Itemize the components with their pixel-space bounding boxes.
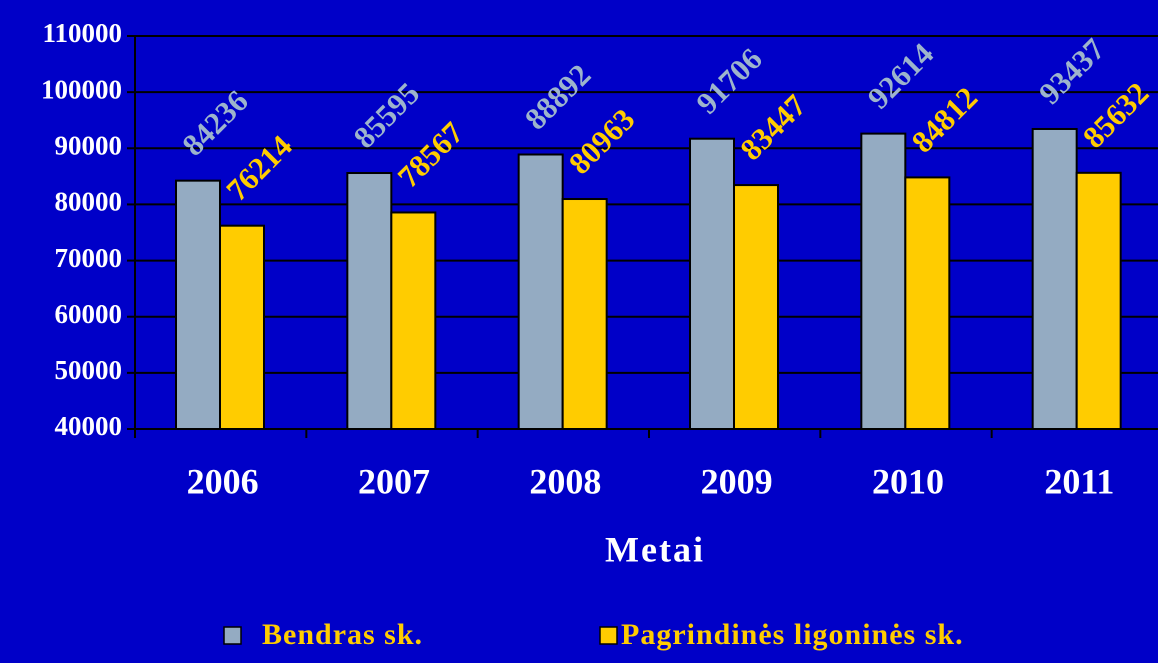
data-label: 93437 [1032, 31, 1112, 111]
bar [860, 132, 907, 430]
bar [517, 153, 564, 430]
x-tick-label: 2007 [358, 461, 430, 501]
data-label: 76214 [219, 128, 299, 208]
data-label: 92614 [861, 36, 941, 116]
legend-label: Bendras sk. [262, 618, 423, 651]
data-label: 84236 [175, 83, 255, 163]
data-label: 80963 [562, 101, 642, 181]
data-label: 85595 [347, 75, 427, 155]
data-label: 78567 [391, 115, 471, 195]
y-tick-label: 110000 [42, 18, 122, 48]
x-tick-label: 2009 [701, 461, 773, 501]
y-tick-label: 50000 [55, 355, 123, 385]
y-tick-label: 60000 [55, 299, 123, 329]
data-label: 91706 [689, 41, 769, 121]
bar [561, 198, 608, 430]
bar [904, 176, 951, 430]
bar [346, 172, 393, 430]
y-tick-label: 70000 [55, 243, 123, 273]
bar [175, 179, 221, 430]
bar [689, 137, 735, 431]
bar [733, 184, 779, 430]
legend-swatch [223, 626, 242, 645]
legend-swatch [599, 626, 618, 645]
y-tick-label: 90000 [55, 130, 123, 160]
x-tick-label: 2011 [1044, 461, 1114, 501]
y-tick-label: 80000 [55, 187, 123, 217]
x-tick-label: 2010 [872, 461, 944, 501]
x-tick-label: 2006 [187, 461, 259, 501]
x-axis-title: Metai [605, 529, 705, 569]
y-tick-label: 40000 [55, 411, 123, 441]
y-tick-label: 100000 [41, 74, 122, 104]
data-label: 83447 [733, 88, 813, 168]
legend-label: Pagrindinės ligoninės sk. [621, 618, 964, 651]
bar [1075, 171, 1122, 430]
bar [390, 211, 437, 430]
data-label: 85632 [1076, 75, 1156, 155]
bar [219, 224, 265, 430]
data-label: 88892 [518, 57, 598, 137]
x-tick-label: 2008 [529, 461, 601, 501]
bar [1031, 127, 1078, 430]
